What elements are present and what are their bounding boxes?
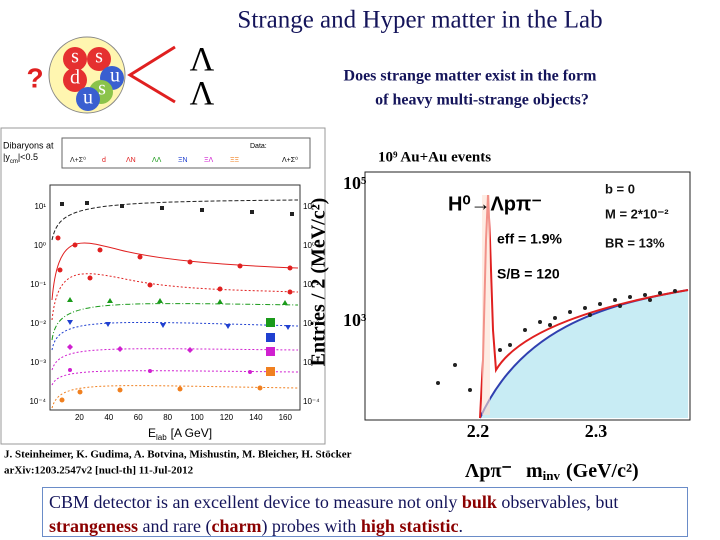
x-tick-label: 140 [249,413,263,422]
y-tick-label: 10³ [343,310,367,330]
citation: arXiv:1203.2547v2 [nucl-th] 11-Jul-2012 [4,465,194,477]
background-fill [480,290,688,418]
text-run: CBM detector is an excellent device to m… [49,492,462,512]
slide-canvas: Strange and Hyper matter in the Lab ? s … [0,7,691,483]
decay-arrow [127,45,176,104]
legend-text: ΛΛ [152,157,162,164]
legend-text: ΞN [178,157,188,164]
y-tick-label: 10⁻³ [303,358,319,367]
signal-band [482,195,490,415]
x-tick-label: 60 [134,413,143,422]
param: b = 0 [605,181,635,196]
y-tick-label: 10¹ [303,202,315,211]
x-tick-label: 160 [279,413,293,422]
legend-text: Data: [250,143,267,150]
curve [51,273,299,321]
lambda: Λ [190,41,215,78]
lambda: Λ [190,75,215,112]
y-tick-label: 10⁰ [303,241,315,250]
emphasis: charm [211,516,262,536]
quark-label: s [98,78,106,100]
legend-box [61,137,311,169]
y-tick-label: 10⁻² [30,319,46,328]
x-axis-label: Λpπ⁻ minv (GeV/c²) [465,460,639,483]
curve [51,242,299,301]
quark-label: s [71,46,79,68]
param: M = 2*10⁻² [605,206,669,221]
legend-text: Λ+Σ⁰ [282,156,298,164]
emphasis: bulk [461,492,497,512]
text-run: observables, but [496,492,619,512]
legend-text: d [102,157,106,164]
y-tick-label: 10⁵ [343,173,367,193]
efficiency: eff = 1.9% [497,231,563,247]
quark [87,47,111,71]
quark-label: u [110,65,120,87]
plot-area [49,184,301,411]
question-mark: ? [26,62,43,93]
y-tick-label: 10¹ [34,202,46,211]
x-tick-label: 80 [163,413,172,422]
curve [51,385,299,409]
quark-label: u [83,87,93,109]
legend-text: ΛN [126,157,136,164]
plot-header: |ycm|<0.5 [3,152,38,164]
curve [51,303,299,341]
text-run: and rare ( [138,516,212,536]
x-tick-label: 20 [75,413,84,422]
plot-header: Dibaryons at [3,140,54,150]
question-line: of heavy multi-strange objects? [375,92,589,109]
events-label: 10⁹ Au+Au events [378,149,491,165]
curve [51,348,299,371]
right-plot: 10⁹ Au+Au events Entries / 2 (MeV/c²) 10… [308,149,691,483]
curve [51,370,299,386]
x-tick-label: 100 [190,413,204,422]
signal-to-background: S/B = 120 [497,266,560,282]
y-tick-label: 10⁻⁴ [303,397,320,406]
histogram-points [436,289,677,392]
y-axis-label: Entries / 2 (MeV/c²) [308,198,330,367]
y-tick-label: 10⁻¹ [30,280,46,289]
y-tick-label: 10⁰ [34,241,46,250]
curve [51,199,299,241]
points [55,201,294,403]
quark-label: s [95,46,103,68]
reaction: H⁰→Λpπ⁻ [448,193,542,215]
x-tick-label: 40 [104,413,113,422]
quark [63,47,87,71]
legend-text: ΞΞ [230,157,240,164]
quark [63,68,87,92]
x-axis-label: Elab [A GeV] [148,426,212,442]
question-line: Does strange matter exist in the form [344,68,598,85]
param: BR = 13% [605,235,665,250]
quark-label: d [70,67,80,89]
emphasis: high statistic [360,516,459,536]
legend-text: ΞΛ [204,157,214,164]
y-tick-label: 10⁻³ [30,358,46,367]
emphasis: strangeness [49,516,138,536]
text-run: ) probes with [261,516,361,536]
y-tick-label: 10⁻¹ [303,280,319,289]
y-tick-label: 10⁻⁴ [29,397,46,406]
quark [76,87,100,111]
title: Strange and Hyper matter in the Lab [237,7,602,34]
plot-frame [0,127,326,445]
x-tick-label: 2.2 [467,421,490,441]
left-plot: Dibaryons at |ycm|<0.5 Data: Λ+Σ⁰ d ΛN Λ… [0,127,326,445]
y-tick-label: 10⁻² [303,319,319,328]
x-tick-label: 120 [220,413,234,422]
conclusion: CBM detector is an excellent device to m… [42,487,688,537]
text-run: . [458,516,463,536]
citation: J. Steinheimer, K. Gudima, A. Botvina, M… [4,449,352,461]
legend-text: Λ+Σ⁰ [70,156,86,164]
x-tick-label: 2.3 [585,421,608,441]
